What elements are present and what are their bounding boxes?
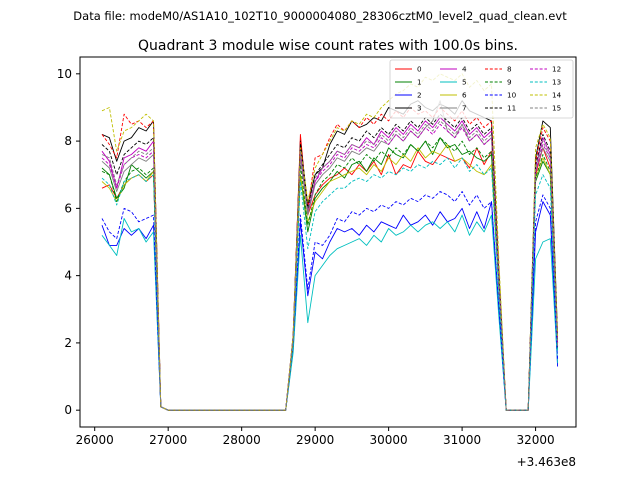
legend-label-3: 3 [417,104,422,113]
y-tick-label: 2 [64,336,72,350]
legend-label-10: 10 [507,91,517,100]
y-tick-label: 8 [64,134,72,148]
legend-label-2: 2 [417,91,422,100]
series-layer [101,73,559,411]
legend-label-11: 11 [507,104,516,113]
legend-label-13: 13 [552,78,561,87]
x-axis: 26000 27000 28000 29000 30000 31000 32000 [76,427,555,447]
legend-label-12: 12 [552,65,561,74]
x-tick-label: 31000 [443,433,481,447]
legend-label-0: 0 [417,65,422,74]
y-tick-label: 6 [64,201,72,215]
y-tick-label: 0 [64,403,72,417]
y-tick-label: 10 [57,67,72,81]
x-tick-label: 30000 [370,433,408,447]
legend-label-7: 7 [462,104,467,113]
x-tick-label: 32000 [516,433,554,447]
y-axis: 0 2 4 6 8 10 [57,67,80,417]
chart-title: Quadrant 3 module wise count rates with … [138,38,518,54]
legend-label-1: 1 [417,78,422,87]
legend-label-15: 15 [552,104,561,113]
legend-label-6: 6 [462,91,467,100]
axes-frame [79,56,577,428]
series-line-15 [101,120,559,411]
x-tick-label: 29000 [296,433,334,447]
legend-label-4: 4 [462,65,467,74]
figure-suptitle: Data file: modeM0/AS1A10_102T10_90000040… [73,9,567,23]
legend-label-5: 5 [462,78,467,87]
y-tick-label: 4 [64,269,72,283]
x-tick-label: 28000 [223,433,261,447]
x-tick-label: 27000 [149,433,187,447]
legend-label-14: 14 [552,91,562,100]
x-axis-offset-label: +3.463e8 [517,455,576,469]
legend-frame [389,59,574,119]
legend-label-8: 8 [507,65,512,74]
x-tick-label: 26000 [76,433,114,447]
legend-label-9: 9 [507,78,512,87]
series-line-9 [101,137,559,411]
series-line-12 [101,123,559,411]
